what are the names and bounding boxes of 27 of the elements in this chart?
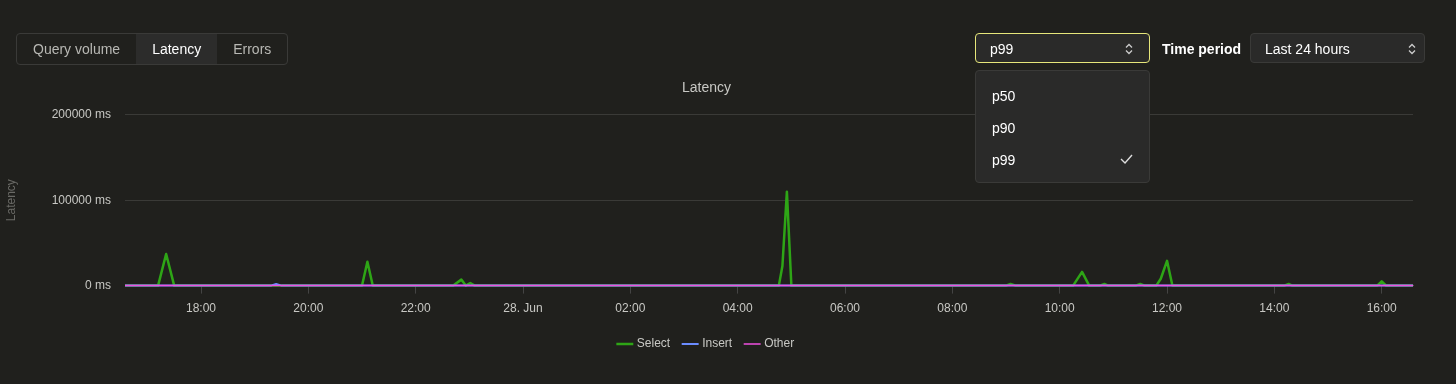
annotation: p99 xyxy=(992,152,1016,168)
x-tick-label: 18:00 xyxy=(186,301,217,316)
legend-label: Insert xyxy=(702,336,733,351)
x-tick-label: 06:00 xyxy=(830,301,861,316)
legend-label: Other xyxy=(764,336,795,351)
x-tick-label: 28. Jun xyxy=(503,301,543,316)
x-tick-label: 08:00 xyxy=(937,301,968,316)
chart-title: Latency xyxy=(681,79,732,96)
legend-label: Select xyxy=(636,336,671,351)
y-tick-label: 100000 ms xyxy=(51,192,111,207)
tab-group: Query volume Latency Errors xyxy=(16,33,289,65)
select-field: Last 24 hours xyxy=(1250,33,1425,63)
x-tick-label: 20:00 xyxy=(293,301,324,316)
dropdown-menu: p50 p90 p99 xyxy=(975,70,1150,183)
x-tick-label: 10:00 xyxy=(1044,301,1076,316)
select-field: p99 xyxy=(975,33,1150,63)
text: Time period xyxy=(1162,40,1242,59)
y-tick-label: 200000 ms xyxy=(51,107,111,122)
x-tick-label: 02:00 xyxy=(615,301,646,316)
y-tick-label: 0 ms xyxy=(84,277,111,292)
x-tick-label: 14:00 xyxy=(1259,301,1290,316)
annotation: p90 xyxy=(992,120,1016,136)
x-tick-label: 22:00 xyxy=(400,301,432,316)
x-tick-label: 04:00 xyxy=(722,301,754,316)
x-tick-label: 16:00 xyxy=(1366,301,1398,316)
x-tick-label: 12:00 xyxy=(1152,301,1183,316)
y-axis-title: Latency xyxy=(3,179,18,222)
